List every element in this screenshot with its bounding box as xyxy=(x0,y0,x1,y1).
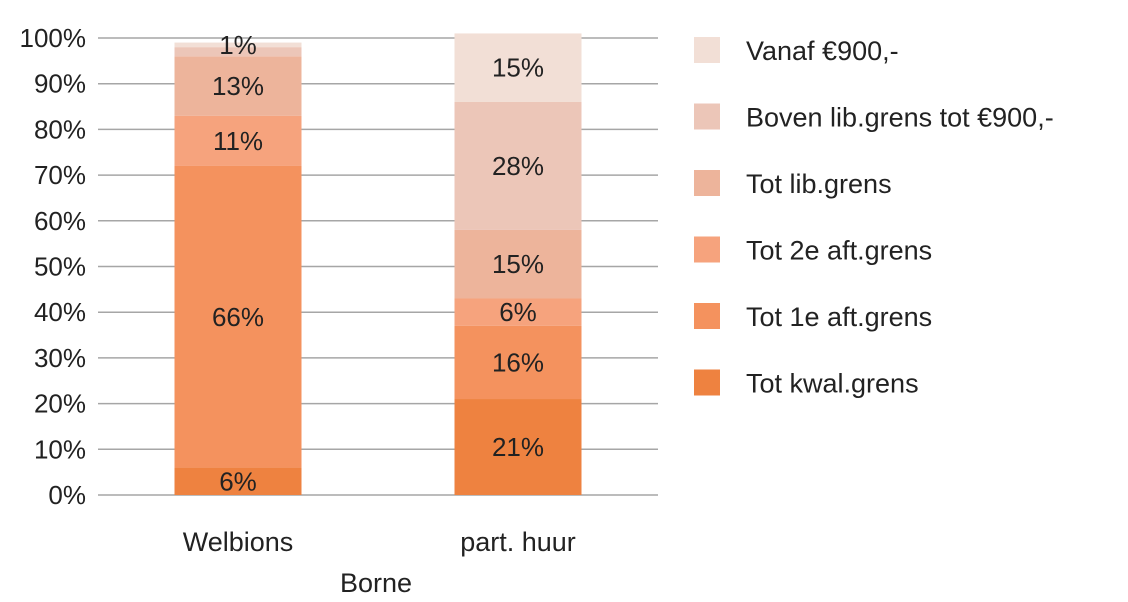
data-label: 21% xyxy=(492,432,544,462)
x-category-label: Welbions xyxy=(183,527,294,557)
data-label: 1% xyxy=(219,30,257,60)
data-label: 13% xyxy=(212,71,264,101)
data-label: 66% xyxy=(212,302,264,332)
legend-swatch xyxy=(694,303,720,329)
legend-swatch xyxy=(694,236,720,263)
y-tick-label: 40% xyxy=(34,297,86,327)
bars: 6% 66% 11% 13% 1% 21% 16% 6% 15% 28% 15% xyxy=(174,30,582,496)
y-tick-label: 0% xyxy=(48,480,86,510)
data-label: 6% xyxy=(219,466,257,496)
legend-swatch xyxy=(694,170,720,196)
bar-segment xyxy=(174,165,302,468)
legend-label: Tot lib.grens xyxy=(746,169,892,199)
legend-label: Boven lib.grens tot €900,- xyxy=(746,103,1054,133)
y-tick-label: 100% xyxy=(20,23,87,53)
y-tick-label: 30% xyxy=(34,343,86,373)
y-tick-label: 10% xyxy=(34,434,86,464)
legend-swatch xyxy=(694,37,720,63)
bar-segment xyxy=(174,47,302,57)
y-tick-label: 20% xyxy=(34,389,86,419)
y-tick-label: 70% xyxy=(34,160,86,190)
x-axis-categories: Welbions part. huur xyxy=(183,527,576,557)
data-label: 16% xyxy=(492,347,544,377)
data-label: 6% xyxy=(499,297,537,327)
legend: Vanaf €900,- Boven lib.grens tot €900,- To… xyxy=(694,36,1054,399)
data-label: 15% xyxy=(492,249,544,279)
bar-segment xyxy=(454,399,582,495)
y-tick-label: 90% xyxy=(34,69,86,99)
data-label: 28% xyxy=(492,151,544,181)
legend-label: Vanaf €900,- xyxy=(746,36,899,66)
legend-label: Tot 1e aft.grens xyxy=(746,302,932,332)
bar-segment xyxy=(174,115,302,166)
bar-segment xyxy=(174,56,302,116)
x-category-label: part. huur xyxy=(460,527,576,557)
y-tick-label: 50% xyxy=(34,252,86,282)
data-label: 15% xyxy=(492,53,544,83)
legend-swatch xyxy=(694,103,720,130)
bar-segment xyxy=(174,42,302,48)
bar-segment xyxy=(454,298,582,326)
y-tick-label: 80% xyxy=(34,114,86,144)
bar-segment xyxy=(454,325,582,400)
bar-segment xyxy=(454,229,582,299)
y-tick-label: 60% xyxy=(34,206,86,236)
bar-segment xyxy=(174,467,302,495)
legend-swatch xyxy=(694,369,720,396)
legend-label: Tot 2e aft.grens xyxy=(746,236,932,266)
bar-segment xyxy=(454,33,582,102)
legend-label: Tot kwal.grens xyxy=(746,369,919,399)
y-axis-ticks: 0% 10% 20% 30% 40% 50% 60% 70% 80% 90% 100% xyxy=(20,23,87,510)
bar-segment xyxy=(454,101,582,230)
x-axis-label: Borne xyxy=(340,568,412,598)
data-label: 11% xyxy=(213,126,263,156)
